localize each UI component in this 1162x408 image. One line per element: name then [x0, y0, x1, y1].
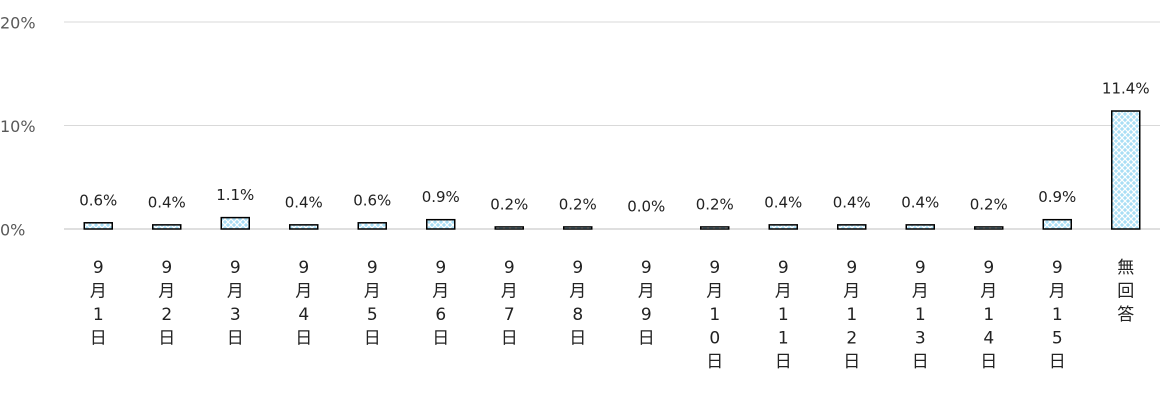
bar — [837, 224, 867, 230]
bar — [1042, 218, 1072, 230]
data-label: 0.4% — [285, 193, 323, 211]
bar — [563, 226, 593, 230]
data-label: 0.2% — [696, 195, 734, 213]
bar — [426, 218, 456, 230]
bar — [700, 226, 730, 230]
y-tick-label: 10% — [0, 117, 36, 136]
data-label: 0.0% — [627, 198, 665, 216]
bar — [152, 224, 182, 230]
bar — [1111, 110, 1141, 230]
data-label: 0.6% — [79, 191, 117, 209]
bar — [905, 224, 935, 230]
data-label: 0.9% — [1038, 188, 1076, 206]
data-label: 0.4% — [764, 193, 802, 211]
data-label: 1.1% — [216, 186, 254, 204]
x-tick-label: 無回答 — [1117, 258, 1134, 325]
y-tick-label: 20% — [0, 14, 36, 33]
data-label: 0.2% — [490, 195, 528, 213]
data-label: 0.9% — [422, 188, 460, 206]
data-label: 0.4% — [901, 193, 939, 211]
bar — [289, 224, 319, 230]
data-label: 0.4% — [148, 193, 186, 211]
bar — [220, 216, 250, 230]
bar — [974, 226, 1004, 230]
data-label: 0.6% — [353, 191, 391, 209]
bar — [357, 222, 387, 230]
data-label: 11.4% — [1102, 80, 1150, 98]
bar — [494, 226, 524, 230]
data-label: 0.2% — [970, 195, 1008, 213]
data-label: 0.2% — [559, 195, 597, 213]
bar — [83, 222, 113, 230]
y-tick-label: 0% — [0, 221, 25, 240]
data-label: 0.4% — [833, 193, 871, 211]
bar — [768, 224, 798, 230]
